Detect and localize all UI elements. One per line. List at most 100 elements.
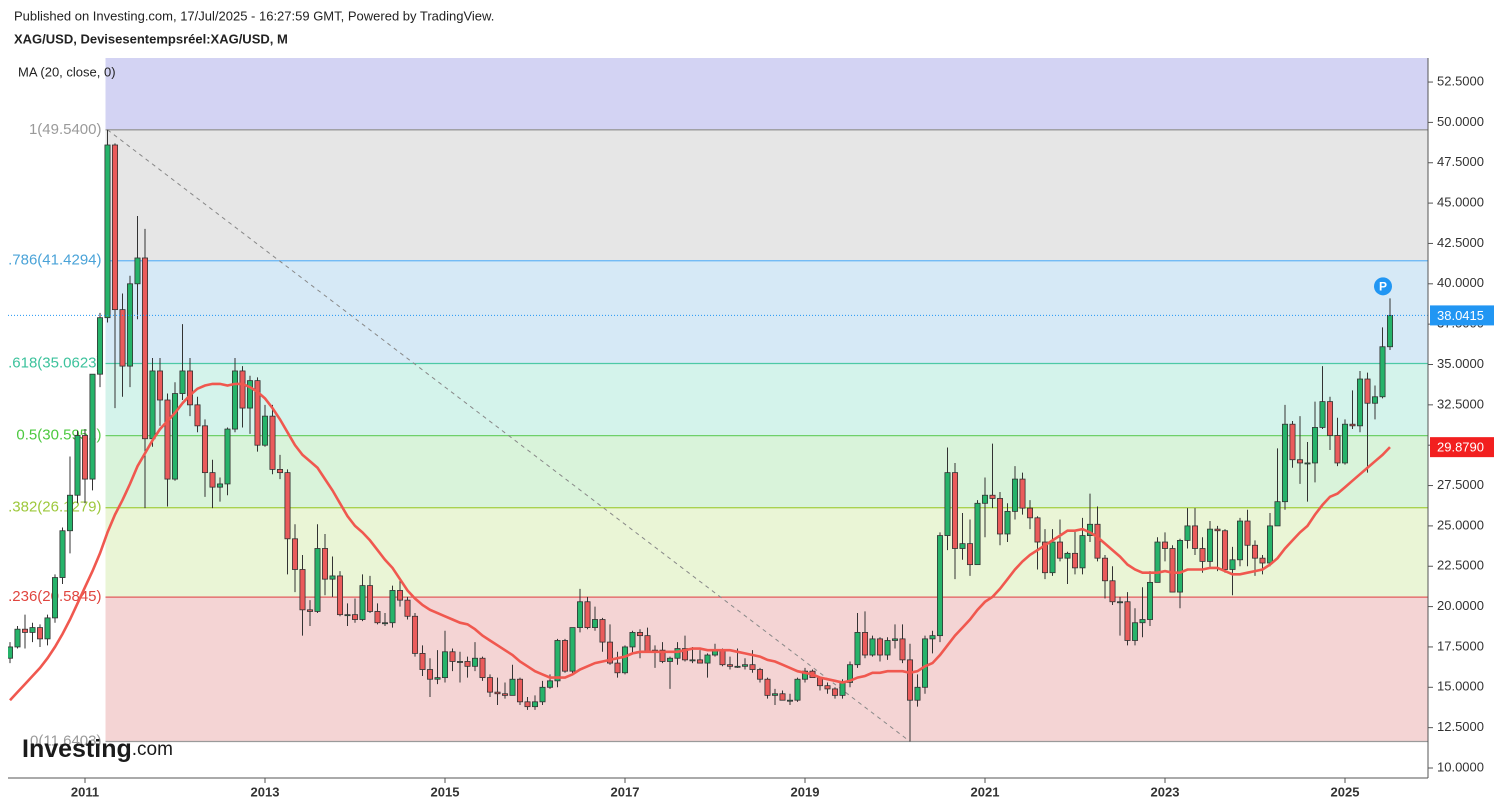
candle-body [1267, 525, 1274, 564]
indicator-legend: MA (20, close, 0) [18, 64, 116, 79]
candle-body [449, 651, 456, 662]
y-tick-label: 22.5000 [1437, 558, 1484, 573]
candle-body [1259, 557, 1266, 564]
candle-body [629, 632, 636, 648]
candle-body [464, 661, 471, 667]
candle-body [532, 701, 539, 708]
candle-body [321, 548, 328, 580]
candle-body [1057, 541, 1064, 559]
candle-body [1064, 552, 1071, 559]
x-tick-label: 2019 [791, 784, 820, 799]
candle-body [119, 309, 126, 367]
candle-body [847, 664, 854, 683]
marker-label: P [1379, 279, 1387, 293]
candle-body [389, 590, 396, 624]
fib-zone [105, 129, 1428, 261]
candle-body [637, 632, 644, 637]
y-tick-label: 15.0000 [1437, 679, 1484, 694]
x-tick-label: 2025 [1331, 784, 1360, 799]
candle-body [592, 619, 599, 628]
candle-body [877, 638, 884, 656]
fib-level-label: 0.618(35.0623) [0, 354, 102, 371]
candle-body [607, 641, 614, 664]
candle-body [1192, 525, 1199, 549]
price-label-box [1430, 305, 1494, 326]
candle-body [374, 611, 381, 624]
candle-body [1027, 507, 1034, 519]
moving-average-line [9, 382, 1391, 702]
y-tick-label: 20.0000 [1437, 598, 1484, 613]
fib-level-label: 0.5(30.5951) [16, 427, 101, 444]
watermark-main: Investing [22, 735, 132, 763]
candle-body [29, 627, 36, 633]
candle-body [772, 693, 779, 696]
y-tick-label: 32.5000 [1437, 396, 1484, 411]
candle-body [284, 472, 291, 540]
chart-title: XAG/USD, Devisesentempsréel:XAG/USD, M [14, 31, 288, 46]
candle-body [1387, 315, 1394, 348]
candle-body [1282, 423, 1289, 503]
y-tick-label: 45.0000 [1437, 195, 1484, 210]
candle-body [614, 662, 621, 674]
x-tick-label: 2013 [251, 784, 280, 799]
candle-body [734, 665, 741, 668]
candle-body [1004, 510, 1011, 535]
candle-body [922, 638, 929, 688]
y-tick-label: 17.5000 [1437, 638, 1484, 653]
candle-body [914, 686, 921, 701]
fib-zone [105, 597, 1428, 742]
candle-body [134, 257, 141, 285]
candle-body [254, 380, 261, 446]
candle-body [742, 664, 749, 667]
y-tick-label: 10.0000 [1437, 759, 1484, 774]
candle-body [1334, 435, 1341, 464]
candle-body [8, 646, 13, 659]
fib-zone [105, 435, 1428, 508]
candle-body [1327, 401, 1334, 436]
candle-body [276, 469, 283, 474]
candle-body [314, 548, 321, 612]
candle-body [1357, 378, 1364, 427]
candle-body [112, 144, 119, 311]
candle-body [944, 472, 951, 536]
candle-body [1019, 478, 1026, 509]
candle-body [584, 601, 591, 628]
candle-body [749, 664, 756, 670]
candle-body [1169, 548, 1176, 593]
candle-body [787, 699, 794, 702]
candle-body [97, 317, 104, 375]
candle-body [201, 425, 208, 474]
x-tick-label: 2023 [1151, 784, 1180, 799]
candle-body [839, 682, 846, 696]
candle-body [1319, 401, 1326, 428]
candle-body [471, 657, 478, 667]
fib-zone [105, 58, 1428, 130]
candle-body [1207, 528, 1214, 562]
candle-body [269, 415, 276, 470]
candle-body [704, 654, 711, 664]
candle-body [997, 498, 1004, 535]
candle-body [1184, 525, 1191, 541]
candle-body [622, 646, 629, 674]
candle-body [89, 373, 96, 480]
candle-body [547, 680, 554, 688]
candle-body [1012, 478, 1019, 512]
candle-body [501, 693, 508, 696]
candle-body [186, 370, 193, 406]
candle-body [824, 685, 831, 690]
y-tick-label: 42.5000 [1437, 235, 1484, 250]
candle-body [149, 370, 156, 440]
marker [1374, 277, 1392, 296]
candle-body [434, 677, 441, 680]
candle-body [299, 569, 306, 611]
candle-body [344, 614, 351, 617]
candle-body [832, 688, 839, 696]
candle-body [37, 627, 44, 640]
candle-body [1109, 580, 1116, 603]
candle-body [884, 640, 891, 656]
fib-level-label: 0.236(20.5845) [0, 588, 102, 605]
candle-body [224, 428, 231, 485]
candle-body [359, 585, 366, 620]
candle-body [1379, 346, 1386, 398]
candle-body [982, 494, 989, 504]
